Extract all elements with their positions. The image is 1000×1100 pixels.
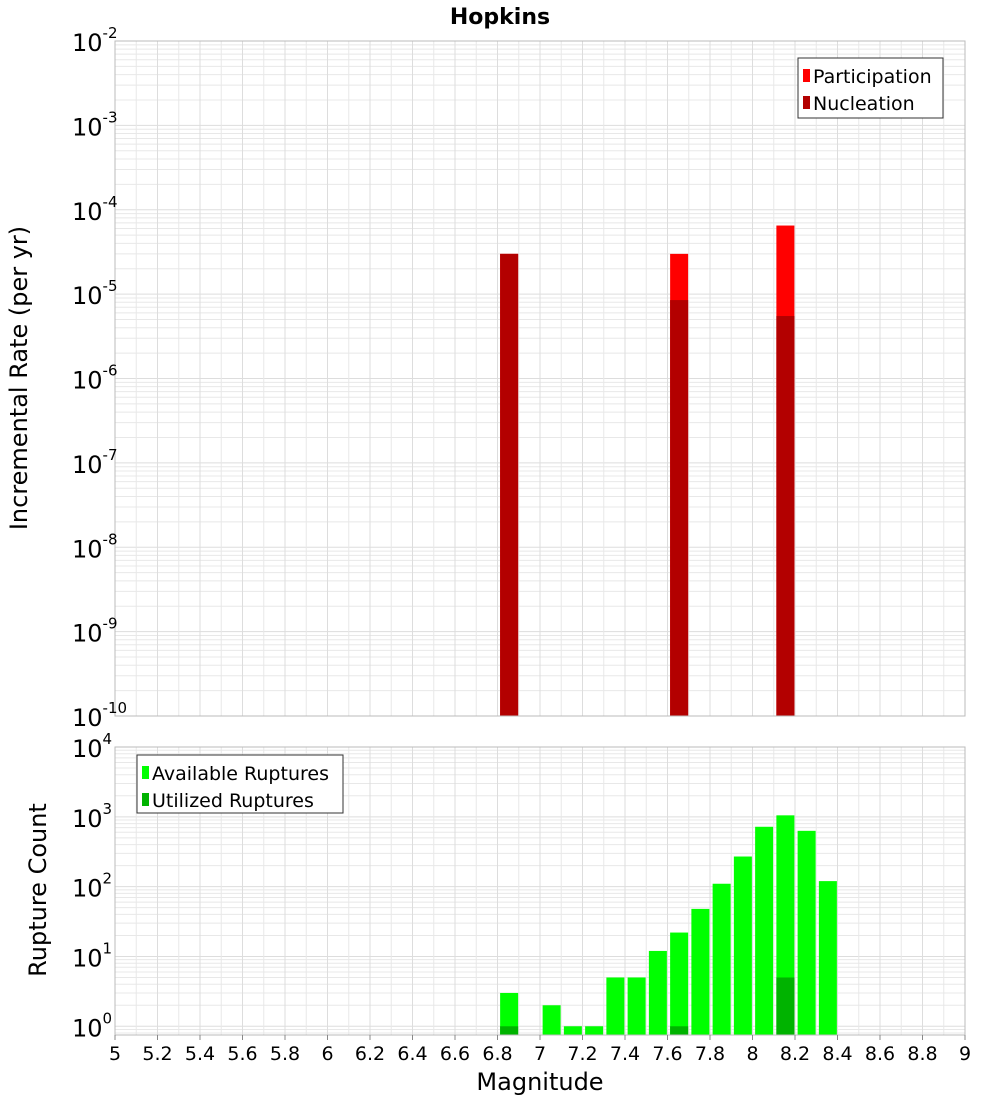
available-ruptures-bar xyxy=(818,881,837,1035)
x-tick-label: 7 xyxy=(534,1043,546,1065)
x-tick-label: 8.4 xyxy=(822,1043,852,1065)
bottom-y-tick-label: 102 xyxy=(72,870,112,903)
top-y-tick-label: 10-7 xyxy=(72,446,118,479)
available-ruptures-bar xyxy=(606,977,625,1035)
available-ruptures-bar xyxy=(755,826,774,1035)
available-ruptures-bar xyxy=(797,830,816,1035)
x-tick-label: 6.4 xyxy=(397,1043,427,1065)
top-y-tick-label: 10-5 xyxy=(72,277,118,310)
top-y-tick-label: 10-3 xyxy=(72,108,118,141)
x-tick-label: 6.8 xyxy=(482,1043,512,1065)
bottom-y-tick-label: 100 xyxy=(72,1009,112,1042)
available-ruptures-bar xyxy=(691,908,710,1035)
bottom-legend-swatch xyxy=(142,766,149,779)
grid-layer xyxy=(114,40,966,1035)
x-axis-label: Magnitude xyxy=(476,1068,603,1096)
x-tick-label: 5 xyxy=(109,1043,121,1065)
bottom-y-tick-label: 103 xyxy=(72,800,112,833)
available-ruptures-bar xyxy=(670,932,689,1035)
x-tick-label: 6 xyxy=(321,1043,333,1065)
top-y-tick-label: 10-9 xyxy=(72,615,118,648)
legend-layer: Participation Nucleation Available Rupture… xyxy=(136,57,944,814)
top-legend-label: Participation xyxy=(813,66,932,88)
x-tick-label: 7.2 xyxy=(567,1043,597,1065)
top-y-tick-label: 10-10 xyxy=(72,699,127,732)
top-legend-swatch xyxy=(803,69,810,82)
bottom-y-tick-label: 101 xyxy=(72,939,112,972)
x-tick-label: 7.6 xyxy=(652,1043,682,1065)
available-ruptures-bar xyxy=(563,1026,582,1035)
available-ruptures-bar xyxy=(542,1005,561,1035)
x-tick-label: 7.8 xyxy=(695,1043,725,1065)
nucleation-bar xyxy=(776,316,795,716)
bars-layer xyxy=(500,225,837,1035)
bottom-legend-box xyxy=(136,754,344,814)
available-ruptures-bar xyxy=(500,992,519,1035)
x-tick-label: 5.6 xyxy=(227,1043,257,1065)
x-tick-label: 6.6 xyxy=(440,1043,470,1065)
utilized-ruptures-bar xyxy=(776,977,795,1035)
x-tick-label: 7.4 xyxy=(610,1043,640,1065)
x-tick-label: 5.4 xyxy=(185,1043,215,1065)
top-legend-swatch xyxy=(803,96,810,109)
nucleation-bar xyxy=(670,300,689,716)
x-tick-label: 5.2 xyxy=(142,1043,172,1065)
bottom-y-axis-label: Rupture Count xyxy=(24,803,52,977)
bottom-legend-label: Available Ruptures xyxy=(152,763,329,785)
x-tick-label: 5.8 xyxy=(270,1043,300,1065)
chart-title: Hopkins xyxy=(450,5,550,30)
top-legend-box xyxy=(797,57,944,119)
nucleation-bar xyxy=(500,253,519,716)
utilized-ruptures-bar xyxy=(670,1026,689,1035)
available-ruptures-bar xyxy=(712,883,731,1035)
available-ruptures-bar xyxy=(733,856,752,1035)
axes-layer: 10-2 10-3 10-4 10-5 10-6 10-7 10-8 10-9 10-10104… xyxy=(72,24,971,1065)
top-y-tick-label: 10-4 xyxy=(72,193,118,226)
x-tick-label: 9 xyxy=(959,1043,971,1065)
top-plot-frame xyxy=(114,40,966,717)
available-ruptures-bar xyxy=(648,950,667,1035)
top-y-tick-label: 10-2 xyxy=(72,24,118,57)
available-ruptures-bar xyxy=(627,977,646,1035)
available-ruptures-bar xyxy=(585,1026,604,1035)
utilized-ruptures-bar xyxy=(500,1026,519,1035)
x-tick-label: 8.8 xyxy=(907,1043,937,1065)
x-tick-label: 8.2 xyxy=(780,1043,810,1065)
x-tick-label: 8.6 xyxy=(865,1043,895,1065)
bottom-legend-swatch xyxy=(142,793,149,806)
x-tick-label: 6.2 xyxy=(355,1043,385,1065)
top-legend-label: Nucleation xyxy=(813,93,915,115)
bottom-y-tick-label: 104 xyxy=(72,730,112,763)
top-y-tick-label: 10-8 xyxy=(72,530,118,563)
top-y-axis-label: Incremental Rate (per yr) xyxy=(5,226,33,530)
x-tick-label: 8 xyxy=(746,1043,758,1065)
bottom-legend-label: Utilized Ruptures xyxy=(152,790,314,812)
top-y-tick-label: 10-6 xyxy=(72,362,118,395)
